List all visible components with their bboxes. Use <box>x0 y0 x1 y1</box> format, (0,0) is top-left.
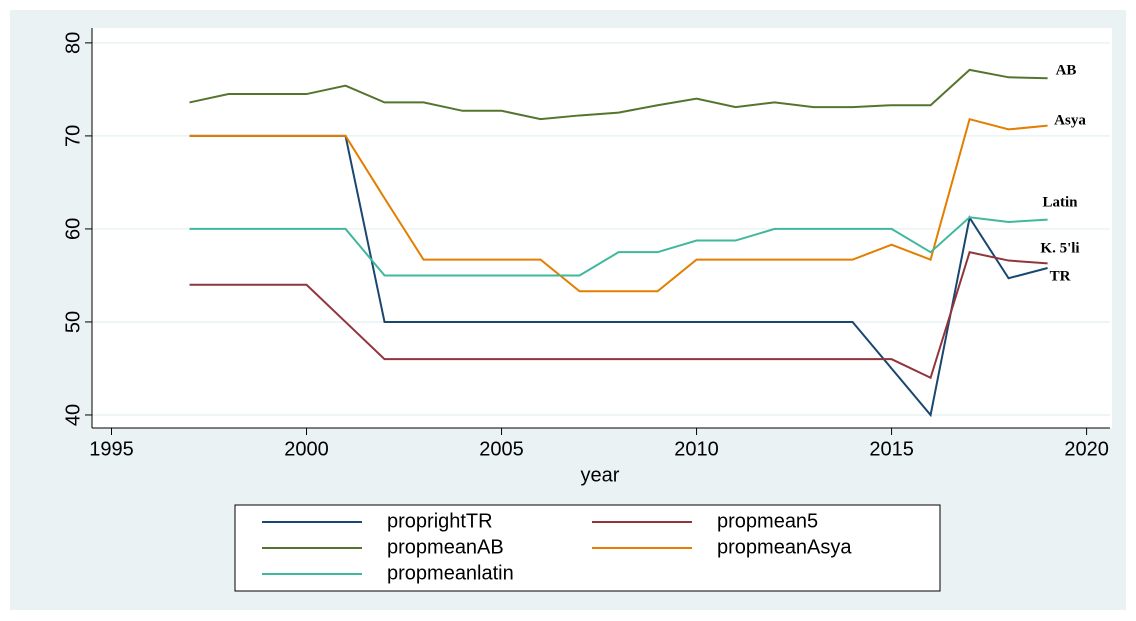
annotation: AB <box>1056 62 1077 78</box>
y-tick-label: 50 <box>62 311 84 333</box>
series-line <box>189 117 1048 293</box>
y-tick-label: 70 <box>62 125 84 147</box>
legend-label: propmean5 <box>717 510 818 532</box>
series-line <box>189 251 1048 380</box>
annotation: Asya <box>1054 112 1086 128</box>
annotation: K. 5'li <box>1040 240 1079 256</box>
x-tick-label: 2010 <box>674 438 719 460</box>
x-tick-label: 2015 <box>869 438 914 460</box>
series-line <box>189 68 1048 121</box>
series-line <box>189 216 1048 277</box>
x-tick-label: 2020 <box>1064 438 1109 460</box>
annotation: Latin <box>1042 194 1078 210</box>
annotation: TR <box>1050 268 1071 284</box>
legend-label: proprightTR <box>387 510 493 532</box>
x-axis-title: year <box>581 464 620 486</box>
legend-label: propmeanlatin <box>387 562 514 584</box>
y-tick-label: 60 <box>62 218 84 240</box>
legend-label: propmeanAB <box>387 536 504 558</box>
x-tick-label: 2005 <box>479 438 524 460</box>
y-tick-label: 80 <box>62 32 84 54</box>
x-tick-label: 2000 <box>284 438 329 460</box>
legend-label: propmeanAsya <box>717 536 852 558</box>
y-tick-label: 40 <box>62 404 84 426</box>
x-tick-label: 1995 <box>89 438 134 460</box>
